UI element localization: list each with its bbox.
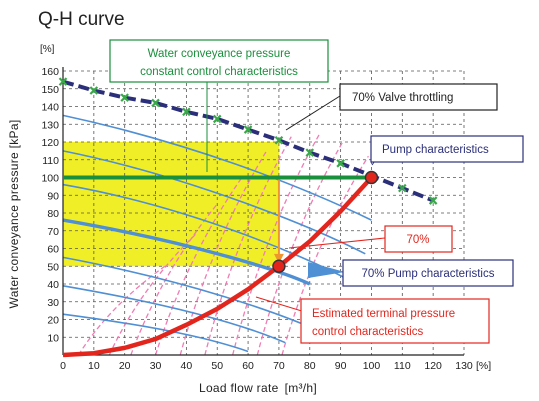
y-tick-label: 80: [47, 208, 59, 220]
x-tick-label: 110: [394, 360, 411, 372]
y-tick-label: 120: [41, 137, 59, 149]
pump-curve-marker: [212, 114, 222, 124]
annotation-constant-control: Water conveyance pressure constant contr…: [109, 39, 329, 172]
pump-curve-marker: [243, 125, 253, 134]
pump-curve-marker: [58, 77, 68, 86]
x-axis-unit: [m³/h]: [285, 381, 317, 395]
pink-dashed-curve: [281, 155, 369, 356]
y-tick-label: 20: [47, 315, 59, 327]
pump-family-curve: [62, 114, 372, 221]
annotation-terminal-control: Estimated terminal pressure control char…: [255, 296, 490, 344]
pump-family-curve: [62, 284, 286, 344]
x-tick-label: 60: [242, 360, 254, 372]
axis-ticks: 0 10 20 30 40 50 60 70 80 90 100 110 120 130 [%]102030…: [41, 66, 491, 372]
y-tick-label: 60: [47, 244, 59, 256]
y-tick-label: 10: [47, 332, 59, 344]
x-tick-label: 100: [363, 360, 381, 372]
pink-dashed-curves: [77, 134, 369, 356]
x-tick-label: 10: [88, 360, 100, 372]
pink-dashed-curve: [77, 265, 166, 356]
annotation-pump-characteristics: Pump characteristics: [370, 135, 524, 166]
throttle-arrowhead: [273, 253, 284, 264]
pink-dashed-curve: [179, 150, 268, 356]
pump-curve-marker: [305, 148, 315, 157]
x-tick-label: 40: [181, 360, 193, 372]
y-tick-label: 100: [41, 173, 59, 185]
pump-family-curve: [62, 150, 366, 255]
pump70-label: 70% Pump characteristics: [362, 268, 495, 280]
y-tick-label: 30: [47, 297, 59, 309]
pump-curve-marker: [151, 98, 160, 108]
operating-region-shade: [63, 142, 279, 267]
operating-point: [364, 170, 379, 185]
pump-curve-marker: [120, 93, 129, 102]
pump-characteristics-label: Pump characteristics: [382, 144, 489, 156]
y-axis-label: Water conveyance pressure [kPa]: [7, 120, 21, 309]
y-unit-label: [%]: [40, 44, 55, 55]
y-tick-label: 160: [41, 66, 59, 78]
pump-curve-marker: [89, 86, 99, 95]
pump-curve-marker: [336, 159, 345, 168]
terminal-control-line-1: Estimated terminal pressure: [312, 308, 455, 320]
x-axis-label: Load flow rate [m³/h]: [199, 381, 317, 395]
pink-dashed-curve: [204, 136, 292, 356]
x-tick-label: 120: [424, 360, 442, 372]
x-tick-label: 130: [455, 360, 473, 372]
x-tick-label: 90: [335, 360, 347, 372]
annotation-seventy: 70%: [288, 225, 453, 253]
constant-control-line-1: Water conveyance pressure: [148, 48, 291, 60]
series-terminal-control: [62, 175, 374, 358]
y-tick-label: 50: [47, 261, 59, 273]
operating-point: [272, 259, 286, 273]
pump-curve-marker: [398, 183, 407, 193]
x-tick-label: 50: [211, 360, 223, 372]
pump-family-curve: [62, 218, 311, 286]
seventy-label: 70%: [406, 234, 429, 246]
y-tick-label: 150: [41, 84, 59, 96]
y-tick-label: 40: [47, 279, 59, 291]
valve-throttling-label: 70% Valve throttling: [352, 92, 453, 104]
x-tick-label: 70: [273, 360, 285, 372]
operating-points: [272, 170, 379, 273]
annotation-pump70: 70% Pump characteristics: [308, 259, 514, 287]
x-unit-label: [%]: [476, 360, 491, 372]
pink-dashed-curve: [108, 233, 197, 356]
x-tick-label: 80: [304, 360, 316, 372]
pink-dashed-curve: [256, 139, 345, 356]
annotation-valve-throttling: 70% Valve throttling: [285, 83, 498, 131]
y-tick-label: 110: [42, 155, 59, 167]
x-tick-label: 30: [150, 360, 162, 372]
pump-curve-marker: [428, 196, 438, 205]
chart-title: Q-H curve: [38, 9, 125, 30]
y-tick-label: 90: [47, 190, 59, 202]
terminal-control-line-2: control characteristics: [312, 326, 423, 338]
pink-dashed-curve: [232, 134, 320, 356]
pump-curve-marker: [274, 135, 284, 145]
pump-family-curve: [62, 313, 249, 353]
pink-dashed-curve: [154, 177, 243, 356]
y-tick-label: 130: [41, 119, 59, 131]
pump-curve-marker: [182, 107, 191, 117]
y-tick-label: 140: [41, 102, 59, 114]
x-tick-label: 0: [60, 360, 66, 372]
x-axis-title: Load flow rate: [199, 381, 279, 395]
constant-control-line-2: constant control characteristics: [140, 66, 298, 78]
y-tick-label: 70: [47, 226, 59, 238]
x-tick-label: 20: [119, 360, 131, 372]
